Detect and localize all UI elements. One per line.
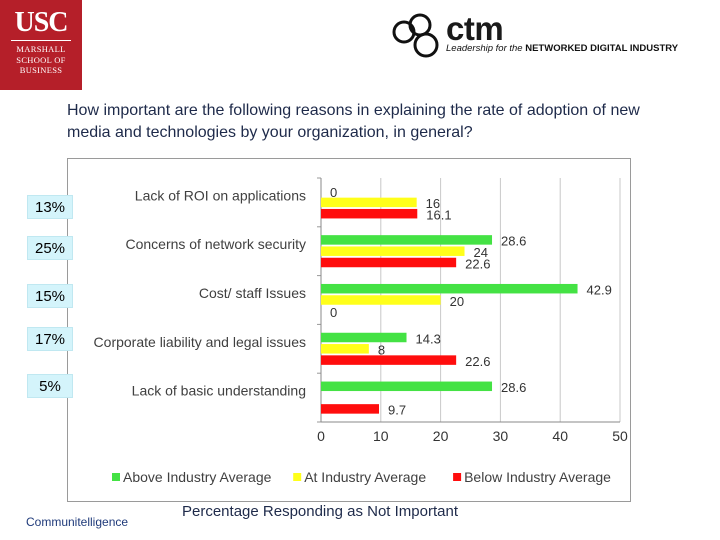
legend-label: At Industry Average xyxy=(304,469,426,485)
usc-logo-text: USC xyxy=(14,7,68,38)
x-tick-label: 20 xyxy=(433,428,449,444)
data-label: 0 xyxy=(330,305,337,320)
usc-logo-line-2: SCHOOL OF xyxy=(16,54,66,65)
data-label: 22.6 xyxy=(465,354,490,369)
bar xyxy=(321,355,457,365)
percent-badge: 15% xyxy=(27,284,73,308)
data-label: 22.6 xyxy=(465,256,490,271)
bar xyxy=(321,332,407,343)
bar xyxy=(321,381,493,392)
ctm-tagline-italic: Leadership for the xyxy=(446,43,523,54)
bar xyxy=(321,208,418,219)
data-label: 14.3 xyxy=(416,331,441,346)
bar xyxy=(321,246,465,256)
bar xyxy=(321,197,417,208)
percent-badge: 25% xyxy=(27,236,73,260)
bar xyxy=(321,235,493,245)
data-label: 9.7 xyxy=(388,403,406,418)
category-label: Corporate liability and legal issues xyxy=(94,334,306,350)
usc-marshall-logo: USC MARSHALL SCHOOL OF BUSINESS xyxy=(0,0,82,90)
legend-label: Above Industry Average xyxy=(123,469,272,485)
category-label: Lack of ROI on applications xyxy=(135,187,306,203)
data-label: 0 xyxy=(330,185,337,200)
usc-logo-line-3: BUSINESS xyxy=(19,65,63,75)
data-label: 42.9 xyxy=(587,282,612,297)
category-label: Concerns of network security xyxy=(125,236,306,252)
category-label: Cost/ staff Issues xyxy=(199,285,306,301)
x-tick-label: 0 xyxy=(317,428,325,444)
bar xyxy=(321,295,441,305)
survey-question: How important are the following reasons … xyxy=(67,102,640,141)
footer-source: Communitelligence xyxy=(26,515,129,529)
x-tick-label: 30 xyxy=(493,428,509,444)
data-label: 28.6 xyxy=(501,380,526,395)
usc-logo-line-1: MARSHALL xyxy=(16,44,66,54)
data-label: 24 xyxy=(474,245,488,260)
legend-label: Below Industry Average xyxy=(464,469,611,485)
legend-swatch xyxy=(293,473,302,481)
legend-swatch xyxy=(112,473,120,481)
ctm-rings-icon xyxy=(392,13,439,58)
bar xyxy=(321,283,578,294)
legend-swatch xyxy=(453,473,462,481)
bar xyxy=(321,344,369,354)
data-label: 16 xyxy=(426,196,440,211)
bar xyxy=(321,257,457,268)
x-tick-label: 50 xyxy=(612,428,628,444)
x-tick-label: 40 xyxy=(552,428,568,444)
x-tick-label: 10 xyxy=(373,428,389,444)
percent-badge: 17% xyxy=(27,327,73,351)
data-label: 20 xyxy=(450,294,464,309)
percent-badge: 5% xyxy=(27,374,73,398)
category-label: Lack of basic understanding xyxy=(132,383,306,399)
percent-badge: 13% xyxy=(27,195,73,219)
usc-logo-rule xyxy=(11,40,71,41)
data-label: 16.1 xyxy=(426,207,451,222)
data-label: 28.6 xyxy=(501,234,526,249)
ctm-tagline-bold: NETWORKED DIGITAL INDUSTRY xyxy=(525,43,679,54)
ctm-logo: ctm Leadership for the NETWORKED DIGITAL… xyxy=(388,10,708,62)
data-label: 8 xyxy=(378,343,385,358)
bar xyxy=(321,404,380,414)
ctm-brand-name: ctm xyxy=(446,10,504,47)
footer-caption: Percentage Responding as Not Important xyxy=(182,503,458,520)
ctm-tagline: Leadership for the NETWORKED DIGITAL IND… xyxy=(446,43,678,54)
